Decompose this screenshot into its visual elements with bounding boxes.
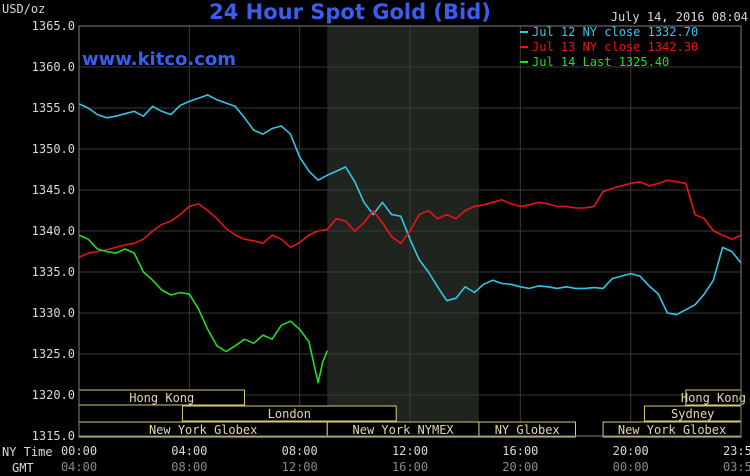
x-tick-label: 03:59	[723, 460, 750, 474]
x-tick-label: 12:00	[282, 460, 318, 474]
session-label: Sydney	[671, 407, 714, 421]
session-box	[478, 421, 577, 438]
y-tick-label: 1330.0	[32, 306, 75, 320]
x-tick-label: 23:59	[723, 444, 750, 458]
x-row-label-ny-time: NY Time	[2, 445, 53, 459]
series-lines	[78, 94, 742, 384]
session-label: Hong Kong	[681, 391, 746, 405]
series-line	[78, 234, 329, 384]
session-label: New York Globex	[149, 423, 257, 437]
session-label: New York NYMEX	[353, 423, 455, 437]
x-tick-label: 00:00	[61, 444, 97, 458]
kitco-watermark: www.kitco.com	[82, 49, 236, 70]
x-tick-label: 08:00	[282, 444, 318, 458]
series-line	[78, 179, 742, 258]
x-row-label-gmt: GMT	[12, 461, 34, 475]
y-tick-label: 1315.0	[32, 429, 75, 443]
x-tick-label: 16:00	[502, 444, 538, 458]
x-tick-label: 08:00	[171, 460, 207, 474]
x-tick-label: 04:00	[61, 460, 97, 474]
y-tick-label: 1325.0	[32, 347, 75, 361]
x-tick-label: 00:00	[613, 460, 649, 474]
x-tick-label: 04:00	[171, 444, 207, 458]
session-label: Hong Kong	[129, 391, 194, 405]
x-tick-label: 20:00	[502, 460, 538, 474]
x-tick-label: 12:00	[392, 444, 428, 458]
x-tick-labels: 00:00 04:00 08:00 12:00 16:00 20:00 23:59 04:00…	[61, 444, 750, 474]
y-tick-label: 1345.0	[32, 183, 75, 197]
x-tick-label: 16:00	[392, 460, 428, 474]
y-tick-label: 1365.0	[32, 19, 75, 33]
y-tick-label: 1355.0	[32, 101, 75, 115]
market-sessions: Hong Kong Hong Kong London Sydney New York G…	[78, 389, 746, 438]
y-tick-labels: 1365.0 1360.0 1355.0 1350.0 1345.0 1340.0 1335…	[32, 19, 75, 443]
timestamp: July 14, 2016 08:04	[611, 10, 748, 24]
y-axis-unit: USD/oz	[2, 2, 45, 16]
y-tick-label: 1335.0	[32, 265, 75, 279]
series-line	[78, 94, 742, 316]
y-tick-label: 1360.0	[32, 60, 75, 74]
legend-entry: Jul 14 Last 1325.40	[532, 55, 669, 69]
session-box	[181, 405, 397, 422]
y-tick-label: 1320.0	[32, 388, 75, 402]
session-label: London	[268, 407, 311, 421]
legend-entry: Jul 12 NY close 1332.70	[532, 25, 698, 39]
plot-frame	[78, 25, 742, 437]
session-label: New York Globex	[618, 423, 726, 437]
x-tick-label: 20:00	[613, 444, 649, 458]
legend-entry: Jul 13 NY close 1342.30	[532, 40, 698, 54]
session-label: NY Globex	[495, 423, 560, 437]
y-tick-label: 1340.0	[32, 224, 75, 238]
chart-title: 24 Hour Spot Gold (Bid)	[209, 0, 491, 24]
y-tick-label: 1350.0	[32, 142, 75, 156]
